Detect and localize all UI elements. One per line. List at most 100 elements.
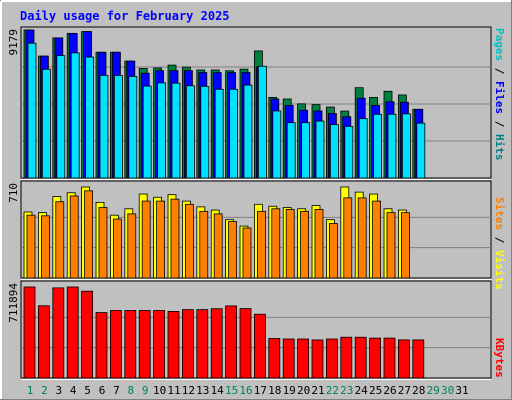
pages-bar (70, 52, 80, 179)
x-tick-label: 4 (70, 384, 77, 397)
kbytes-bar (196, 309, 209, 379)
sites-bar (357, 197, 367, 279)
x-tick-label: 25 (369, 384, 382, 397)
x-tick-label: 26 (383, 384, 396, 397)
pages-bar (114, 75, 123, 179)
pages-bar (214, 88, 224, 179)
x-tick-label: 12 (182, 384, 195, 397)
pages-bar (42, 68, 51, 179)
y-axis-max-label-kbytes: 711894 (7, 283, 20, 323)
x-tick-label: 31 (455, 384, 468, 397)
legend-pages: Pages (493, 28, 506, 61)
sites-bar (69, 195, 79, 279)
pages-bar (171, 82, 181, 179)
kbytes-bar (297, 338, 310, 379)
sites-bar (156, 200, 166, 279)
kbytes-bar (412, 339, 425, 379)
x-tick-label: 14 (211, 384, 225, 397)
pages-bar (315, 120, 325, 179)
pages-bar (286, 122, 296, 179)
x-tick-label: 27 (398, 384, 411, 397)
kbytes-bar (383, 337, 396, 379)
x-tick-label: 1 (27, 384, 34, 397)
kbytes-bar (239, 308, 252, 379)
kbytes-bar (181, 309, 194, 379)
sites-bar (113, 218, 122, 279)
pages-bar (200, 86, 210, 179)
kbytes-bar (138, 310, 151, 379)
sites-bar (26, 214, 36, 279)
pages-bar (243, 84, 253, 179)
kbytes-bar (167, 311, 180, 379)
pages-bar (99, 75, 109, 179)
kbytes-bar (23, 286, 36, 379)
sites-bar (141, 200, 151, 279)
x-tick-label: 16 (239, 384, 252, 397)
pages-bar (157, 82, 167, 179)
sites-bar (55, 201, 65, 279)
pages-bar (344, 126, 354, 179)
kbytes-bar (66, 286, 79, 379)
kbytes-bar (95, 312, 108, 379)
legend-pages-files-hits: Pages / Files / Hits (493, 28, 506, 161)
pages-bar (387, 113, 397, 179)
x-tick-label: 18 (268, 384, 281, 397)
kbytes-bar (225, 305, 238, 379)
x-tick-label: 20 (297, 384, 310, 397)
pages-bar (401, 113, 411, 179)
pages-bar (329, 124, 339, 179)
sites-bar (400, 212, 410, 279)
pages-bar (301, 122, 311, 179)
sites-bar (127, 213, 137, 279)
x-tick-label: 15 (225, 384, 238, 397)
x-tick-label: 29 (427, 384, 440, 397)
kbytes-bar (253, 313, 266, 379)
y-axis-max-label-hits: 9179 (7, 29, 20, 56)
sites-bar (386, 212, 396, 279)
sites-bar (328, 223, 338, 279)
x-tick-label: 13 (196, 384, 209, 397)
x-tick-label: 23 (340, 384, 353, 397)
kbytes-bar (354, 336, 367, 379)
sites-bar (343, 197, 353, 279)
pages-bar (229, 88, 239, 179)
kbytes-bar (210, 308, 223, 379)
sites-bar (300, 210, 310, 279)
sites-bar (41, 215, 50, 279)
legend-hits: Hits (493, 134, 506, 161)
x-tick-label: 30 (441, 384, 454, 397)
kbytes-bar (153, 310, 166, 379)
sites-bar (242, 227, 252, 279)
x-tick-label: 6 (99, 384, 106, 397)
pages-bar (128, 76, 138, 179)
kbytes-bar (124, 310, 137, 379)
sites-bar (285, 209, 295, 279)
pages-bar (185, 85, 195, 179)
x-axis-labels: 1 2 3 4 5 6 7 8 9 10 11 12 13 14 15 16 17 18 19 20 21 22 23 24 2… (27, 384, 469, 397)
kbytes-bar (325, 338, 338, 379)
pages-bar (27, 42, 37, 179)
pages-bar (56, 55, 66, 179)
sites-bar (256, 210, 266, 279)
kbytes-bar (110, 310, 122, 379)
kbytes-bar (52, 287, 65, 379)
sites-bar (98, 207, 108, 279)
legend-files: Files (493, 81, 506, 114)
pages-bar (142, 85, 152, 179)
pages-bar (272, 110, 282, 179)
x-tick-label: 22 (326, 384, 339, 397)
x-tick-label: 19 (283, 384, 296, 397)
sites-bar (271, 208, 281, 279)
x-tick-label: 21 (311, 384, 324, 397)
legend-visits: Visits (493, 250, 506, 290)
x-tick-label: 28 (412, 384, 425, 397)
kbytes-bar (81, 290, 93, 379)
x-tick-label: 10 (153, 384, 166, 397)
sites-bar (184, 203, 194, 279)
x-tick-label: 17 (254, 384, 267, 397)
pages-bar (257, 65, 267, 179)
x-tick-label: 24 (355, 384, 369, 397)
legend-sites: Sites (493, 197, 506, 230)
sites-bar (213, 213, 223, 279)
